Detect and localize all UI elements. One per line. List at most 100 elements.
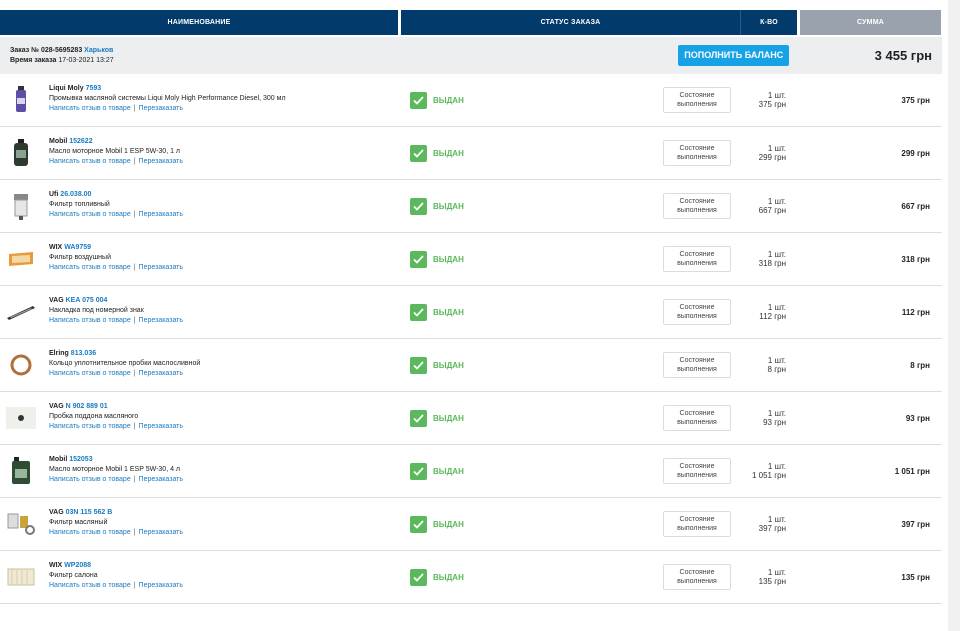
state-button[interactable]: Состояние выполнения bbox=[663, 564, 731, 590]
item-qty-cell: 1 шт. 375 грн bbox=[740, 74, 796, 126]
bottle-icon[interactable] bbox=[5, 84, 37, 116]
item-price: 93 грн bbox=[763, 418, 786, 427]
link-separator: | bbox=[133, 423, 136, 430]
link-separator: | bbox=[133, 582, 136, 589]
item-sum: 135 грн bbox=[901, 572, 930, 582]
item-code-link[interactable]: N 902 889 01 bbox=[65, 403, 108, 410]
seal-ring-icon[interactable] bbox=[5, 349, 37, 381]
write-review-link[interactable]: Написать отзыв о товаре bbox=[49, 158, 131, 165]
check-icon bbox=[410, 515, 427, 533]
reorder-link[interactable]: Перезаказать bbox=[138, 317, 184, 324]
link-separator: | bbox=[133, 105, 136, 112]
item-code-link[interactable]: 152622 bbox=[69, 138, 93, 145]
write-review-link[interactable]: Написать отзыв о товаре bbox=[49, 582, 131, 589]
item-price: 299 грн bbox=[758, 153, 786, 162]
state-button[interactable]: Состояние выполнения bbox=[663, 458, 731, 484]
table-row: WIX WP2088 Фильтр салона Написать отзыв … bbox=[0, 551, 942, 604]
topup-balance-button[interactable]: ПОПОЛНИТЬ БАЛАНС bbox=[678, 45, 790, 66]
order-info: Заказ № 028-5695283 Харьков Время заказа… bbox=[0, 46, 404, 66]
item-qty-cell: 1 шт. 667 грн bbox=[740, 180, 796, 232]
reorder-link[interactable]: Перезаказать bbox=[138, 105, 184, 112]
write-review-link[interactable]: Написать отзыв о товаре bbox=[49, 211, 131, 218]
reorder-link[interactable]: Перезаказать bbox=[138, 264, 184, 271]
reorder-link[interactable]: Перезаказать bbox=[138, 529, 184, 536]
plate-trim-icon[interactable] bbox=[5, 296, 37, 328]
item-code-link[interactable]: 26.038.00 bbox=[60, 191, 92, 198]
item-brand: Liqui Moly bbox=[49, 85, 84, 92]
write-review-link[interactable]: Написать отзыв о товаре bbox=[49, 476, 131, 483]
item-price: 112 грн bbox=[759, 312, 786, 321]
order-table: НАИМЕНОВАНИЕ СТАТУС ЗАКАЗА К-ВО СУММА За… bbox=[0, 10, 942, 604]
page-scrollbar[interactable] bbox=[948, 0, 960, 631]
item-brand: Ufi bbox=[49, 191, 59, 198]
item-price: 375 грн bbox=[758, 100, 786, 109]
check-icon bbox=[410, 409, 427, 427]
item-qty-cell: 1 шт. 8 грн bbox=[740, 339, 796, 391]
header-qty: К-ВО bbox=[740, 10, 797, 35]
state-button[interactable]: Состояние выполнения bbox=[663, 511, 731, 537]
table-row: Mobil 152053 Масло моторное Mobil 1 ESP … bbox=[0, 445, 942, 498]
item-qty-cell: 1 шт. 112 грн bbox=[740, 286, 796, 338]
link-separator: | bbox=[133, 158, 136, 165]
reorder-link[interactable]: Перезаказать bbox=[138, 211, 184, 218]
item-price: 8 грн bbox=[767, 365, 786, 374]
oil-canister-icon[interactable] bbox=[5, 455, 37, 487]
item-code-link[interactable]: WP2088 bbox=[64, 562, 92, 569]
fuel-filter-icon[interactable] bbox=[5, 190, 37, 222]
status-label: ВЫДАН bbox=[433, 519, 464, 529]
link-separator: | bbox=[133, 476, 136, 483]
check-icon bbox=[410, 568, 427, 586]
item-name-cell: Ufi 26.038.00 Фильтр топливный Написать … bbox=[0, 180, 398, 232]
item-code-link[interactable]: 152053 bbox=[69, 456, 93, 463]
item-code-link[interactable]: 03N 115 562 B bbox=[65, 509, 113, 516]
state-button[interactable]: Состояние выполнения bbox=[663, 352, 731, 378]
state-button[interactable]: Состояние выполнения bbox=[663, 140, 731, 166]
item-name-cell: WIX WP2088 Фильтр салона Написать отзыв … bbox=[0, 551, 398, 603]
header-name: НАИМЕНОВАНИЕ bbox=[0, 10, 398, 35]
reorder-link[interactable]: Перезаказать bbox=[138, 423, 184, 430]
oil-can-icon[interactable] bbox=[5, 137, 37, 169]
item-status-cell: ВЫДАН Состояние выполнения bbox=[401, 551, 740, 603]
item-sum: 299 грн bbox=[901, 148, 930, 158]
item-qty: 1 шт. bbox=[767, 462, 786, 471]
item-code-link[interactable]: 7593 bbox=[85, 85, 102, 92]
header-sum: СУММА bbox=[800, 10, 941, 35]
order-city: Харьков bbox=[84, 46, 114, 54]
check-icon bbox=[410, 91, 427, 109]
reorder-link[interactable]: Перезаказать bbox=[138, 158, 184, 165]
write-review-link[interactable]: Написать отзыв о товаре bbox=[49, 423, 131, 430]
state-button[interactable]: Состояние выполнения bbox=[663, 299, 731, 325]
status-label: ВЫДАН bbox=[433, 254, 464, 264]
item-code-link[interactable]: KEA 075 004 bbox=[65, 297, 108, 304]
item-code-link[interactable]: WA9759 bbox=[64, 244, 92, 251]
state-button[interactable]: Состояние выполнения bbox=[663, 405, 731, 431]
drain-plug-icon[interactable] bbox=[5, 402, 37, 434]
item-qty: 1 шт. bbox=[767, 250, 786, 259]
item-code-link[interactable]: 813.036 bbox=[70, 350, 97, 357]
link-separator: | bbox=[133, 317, 136, 324]
oil-filter-icon[interactable] bbox=[5, 508, 37, 540]
reorder-link[interactable]: Перезаказать bbox=[138, 476, 184, 483]
table-row: VAG 03N 115 562 B Фильтр масляный Написа… bbox=[0, 498, 942, 551]
air-filter-icon[interactable] bbox=[5, 243, 37, 275]
write-review-link[interactable]: Написать отзыв о товаре bbox=[49, 105, 131, 112]
reorder-link[interactable]: Перезаказать bbox=[138, 582, 184, 589]
item-brand: WIX bbox=[49, 244, 63, 251]
item-qty: 1 шт. bbox=[767, 197, 786, 206]
item-status-cell: ВЫДАН Состояние выполнения bbox=[401, 127, 740, 179]
link-separator: | bbox=[133, 211, 136, 218]
cabin-filter-icon[interactable] bbox=[5, 561, 37, 593]
link-separator: | bbox=[133, 370, 136, 377]
item-sum: 1 051 грн bbox=[894, 466, 930, 476]
item-qty-cell: 1 шт. 135 грн bbox=[740, 551, 796, 603]
write-review-link[interactable]: Написать отзыв о товаре bbox=[49, 264, 131, 271]
write-review-link[interactable]: Написать отзыв о товаре bbox=[49, 529, 131, 536]
table-row: WIX WA9759 Фильтр воздушный Написать отз… bbox=[0, 233, 942, 286]
item-name-cell: Mobil 152622 Масло моторное Mobil 1 ESP … bbox=[0, 127, 398, 179]
state-button[interactable]: Состояние выполнения bbox=[663, 246, 731, 272]
write-review-link[interactable]: Написать отзыв о товаре bbox=[49, 317, 131, 324]
state-button[interactable]: Состояние выполнения bbox=[663, 193, 731, 219]
write-review-link[interactable]: Написать отзыв о товаре bbox=[49, 370, 131, 377]
reorder-link[interactable]: Перезаказать bbox=[138, 370, 184, 377]
state-button[interactable]: Состояние выполнения bbox=[663, 87, 731, 113]
